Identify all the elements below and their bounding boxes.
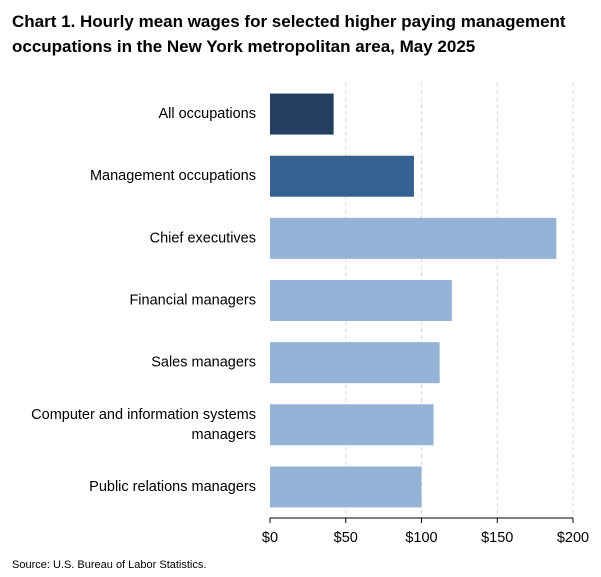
- x-tick-label: $0: [262, 530, 278, 546]
- category-label: managers: [192, 427, 256, 443]
- category-label: Chief executives: [150, 230, 256, 246]
- x-tick-label: $50: [334, 530, 358, 546]
- bar: [270, 217, 557, 259]
- category-label: Management occupations: [90, 168, 256, 184]
- category-label: Public relations managers: [89, 479, 256, 495]
- category-label: Sales managers: [151, 355, 256, 371]
- bar: [270, 93, 334, 135]
- x-tick-label: $100: [405, 530, 437, 546]
- category-label: All occupations: [158, 106, 256, 122]
- category-label: Financial managers: [129, 293, 256, 309]
- x-tick-label: $150: [481, 530, 513, 546]
- bar: [270, 466, 422, 508]
- bar: [270, 342, 440, 384]
- bar: [270, 404, 434, 446]
- chart-title: Chart 1. Hourly mean wages for selected …: [12, 12, 566, 56]
- bar: [270, 155, 414, 197]
- chart-source-note: Source: U.S. Bureau of Labor Statistics.: [12, 559, 207, 571]
- x-tick-label: $200: [557, 530, 589, 546]
- bar: [270, 280, 452, 321]
- category-label: Computer and information systems: [31, 407, 256, 423]
